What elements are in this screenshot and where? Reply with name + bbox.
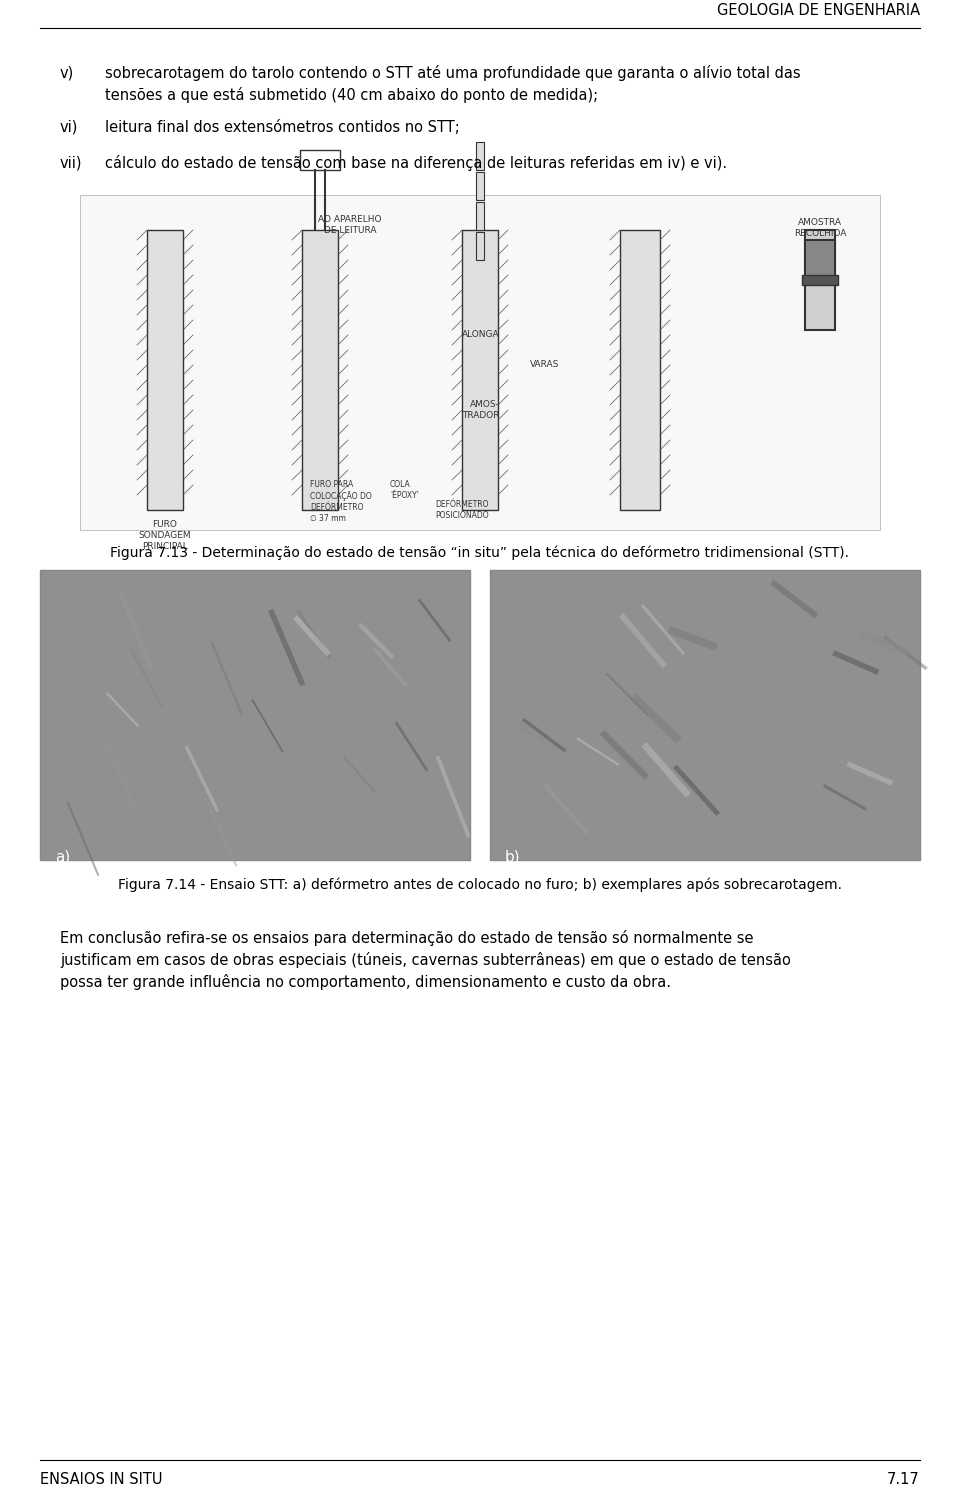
- Text: a): a): [55, 850, 70, 865]
- Text: Figura 7.14 - Ensaio STT: a) defórmetro antes de colocado no furo; b) exemplares: Figura 7.14 - Ensaio STT: a) defórmetro …: [118, 878, 842, 893]
- Bar: [476, 201, 484, 230]
- Text: 7.17: 7.17: [887, 1472, 920, 1487]
- Bar: [80, 195, 880, 529]
- Bar: [620, 230, 660, 510]
- Text: possa ter grande influência no comportamento, dimensionamento e custo da obra.: possa ter grande influência no comportam…: [60, 974, 671, 990]
- Text: DEFÓRMETRO
POSICIONADO: DEFÓRMETRO POSICIONADO: [435, 499, 489, 520]
- Bar: [490, 570, 920, 860]
- Text: v): v): [60, 66, 74, 81]
- Text: GEOLOGIA DE ENGENHARIA: GEOLOGIA DE ENGENHARIA: [717, 3, 920, 18]
- Text: VARAS: VARAS: [530, 359, 560, 368]
- Text: leitura final dos extensómetros contidos no STT;: leitura final dos extensómetros contidos…: [105, 119, 460, 136]
- Bar: [300, 151, 340, 170]
- Bar: [476, 233, 484, 259]
- Bar: [302, 230, 338, 510]
- Text: ALONGA: ALONGA: [463, 330, 500, 338]
- Text: cálculo do estado de tensão com base na diferença de leituras referidas em iv) e: cálculo do estado de tensão com base na …: [105, 155, 727, 171]
- Bar: [40, 570, 470, 860]
- Bar: [805, 230, 835, 330]
- Text: AMOSTRA
RECOLHIDA: AMOSTRA RECOLHIDA: [794, 218, 846, 239]
- FancyBboxPatch shape: [802, 274, 838, 285]
- Text: COLA
'ÉPOXY': COLA 'ÉPOXY': [390, 480, 419, 499]
- Bar: [147, 230, 183, 510]
- Text: vii): vii): [60, 155, 83, 170]
- Bar: [462, 230, 498, 510]
- Text: tensões a que está submetido (40 cm abaixo do ponto de medida);: tensões a que está submetido (40 cm abai…: [105, 86, 598, 103]
- Text: FURO PARA
COLOCAÇÃO DO
DEFÓRMETRO
∅ 37 mm: FURO PARA COLOCAÇÃO DO DEFÓRMETRO ∅ 37 m…: [310, 480, 372, 523]
- Text: ENSAIOS IN SITU: ENSAIOS IN SITU: [40, 1472, 162, 1487]
- Text: sobrecarotagem do tarolo contendo o STT até uma profundidade que garanta o alívi: sobrecarotagem do tarolo contendo o STT …: [105, 66, 801, 81]
- Text: vi): vi): [60, 119, 79, 136]
- Bar: [476, 171, 484, 200]
- Text: Em conclusão refira-se os ensaios para determinação do estado de tensão só norma: Em conclusão refira-se os ensaios para d…: [60, 930, 754, 945]
- Text: justificam em casos de obras especiais (túneis, cavernas subterrâneas) em que o : justificam em casos de obras especiais (…: [60, 951, 791, 968]
- Text: AMOS-
TRADOR: AMOS- TRADOR: [463, 400, 500, 420]
- Bar: [476, 142, 484, 170]
- Text: FURO
SONDAGEM
PRINCIPAL: FURO SONDAGEM PRINCIPAL: [138, 520, 191, 552]
- Bar: [805, 240, 835, 280]
- Text: b): b): [505, 850, 520, 865]
- Text: Figura 7.13 - Determinação do estado de tensão “in situ” pela técnica do defórme: Figura 7.13 - Determinação do estado de …: [110, 546, 850, 559]
- Text: AO APARELHO
DE LEITURA: AO APARELHO DE LEITURA: [319, 215, 382, 236]
